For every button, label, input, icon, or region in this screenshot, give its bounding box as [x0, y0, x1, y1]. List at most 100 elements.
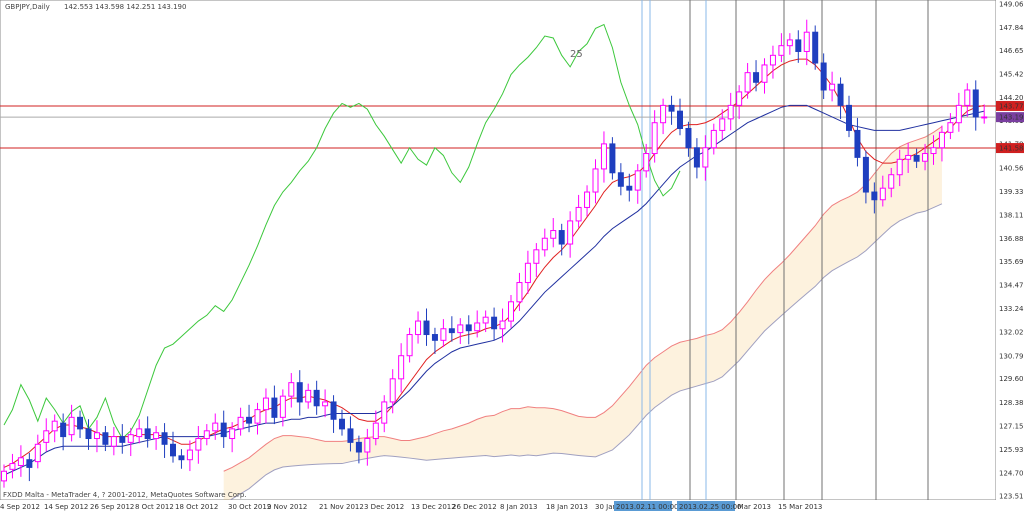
candle — [668, 95, 675, 125]
candle — [820, 53, 827, 100]
time-tick-label: 8 Jan 2013 — [500, 503, 538, 511]
horizontal-lines — [0, 105, 996, 149]
candle — [330, 395, 337, 433]
candle-body — [769, 54, 776, 66]
candle — [212, 413, 219, 440]
candle-body — [271, 397, 278, 418]
candle — [195, 426, 202, 464]
candle-body — [938, 131, 945, 149]
candle-body — [693, 147, 700, 168]
candle — [761, 58, 768, 94]
candle-body — [964, 89, 971, 106]
candle-body — [685, 127, 692, 149]
candle-body — [854, 129, 861, 158]
candle — [693, 138, 700, 179]
price-label-bg — [996, 112, 1024, 123]
candle-body — [440, 328, 447, 341]
candle-body — [110, 436, 117, 447]
candle-body — [9, 463, 16, 470]
candle-body — [677, 110, 683, 129]
candle-body — [567, 220, 574, 245]
candle — [634, 164, 641, 204]
candle — [922, 143, 929, 171]
candle-body — [381, 401, 388, 424]
candle — [296, 370, 303, 416]
candle-body — [516, 282, 523, 303]
candle-body — [541, 237, 548, 251]
candle-body — [913, 154, 920, 162]
candle — [110, 426, 117, 456]
candle — [643, 143, 650, 178]
candle — [879, 175, 886, 207]
candle-body — [592, 168, 599, 193]
candle-body — [634, 170, 641, 191]
candle — [102, 426, 109, 452]
candle-body — [871, 191, 878, 201]
candle-body — [668, 104, 675, 112]
price-tick-label: 130.795 — [999, 352, 1024, 360]
time-tick-label: 18 Oct 2012 — [175, 503, 218, 511]
candle — [550, 218, 557, 248]
candle — [457, 318, 464, 344]
candle-body — [744, 72, 751, 93]
candle-body — [34, 443, 41, 463]
candle — [203, 424, 210, 446]
candle-body — [786, 39, 793, 47]
candle — [288, 373, 295, 408]
candle — [795, 30, 802, 63]
candle-body — [499, 320, 506, 330]
candle — [972, 80, 979, 131]
candle-body — [609, 143, 616, 174]
candle — [398, 343, 405, 393]
candle-body — [600, 143, 607, 170]
candle-body — [43, 430, 50, 443]
candle — [862, 150, 869, 204]
time-axis-bg — [0, 500, 996, 512]
candle — [372, 410, 379, 446]
price-tick-label: 149.065 — [999, 1, 1024, 9]
candle — [144, 416, 151, 448]
candle-body — [186, 449, 193, 461]
candle — [499, 308, 506, 343]
candle-body — [431, 334, 438, 341]
candle — [846, 95, 852, 138]
candle — [136, 419, 143, 444]
candle-body — [77, 416, 84, 430]
candle — [871, 182, 878, 214]
candle — [744, 63, 751, 99]
candle-body — [862, 156, 869, 193]
candle — [753, 60, 760, 92]
time-tick-label: 9 Nov 2012 — [267, 503, 307, 511]
time-tick-label: 15 Mar 2013 — [778, 503, 822, 511]
price-tick-label: 147.840 — [999, 24, 1024, 32]
candle-body — [406, 334, 413, 357]
candle-body — [719, 118, 726, 131]
candles — [1, 19, 988, 488]
time-highlight-bg — [614, 501, 672, 511]
candle-body — [829, 83, 836, 91]
candle — [558, 223, 565, 256]
candle-body — [161, 432, 168, 445]
candle-body — [584, 191, 591, 208]
candle — [431, 327, 438, 354]
candle — [43, 418, 50, 452]
time-tick-label: 8 Oct 2012 — [135, 503, 174, 511]
candle — [938, 125, 945, 162]
cloud-fill — [223, 126, 942, 504]
time-axis: 4 Sep 2012 14 Sep 2012 26 Sep 2012 8 Oct 20… — [0, 500, 996, 512]
candle-body — [102, 432, 109, 445]
candle-body — [465, 324, 472, 332]
candle — [533, 243, 540, 277]
candle — [347, 416, 354, 452]
time-tick-label: 21 Nov 2012 — [319, 503, 364, 511]
candle — [617, 163, 624, 196]
candle — [305, 383, 312, 409]
candle-body — [482, 316, 489, 324]
candle — [829, 71, 836, 102]
candle — [313, 380, 320, 415]
footer-copyright: FXDD Malta - MetaTrader 4, ? 2001-2012, … — [3, 491, 247, 499]
candle — [406, 327, 413, 363]
candle-body — [947, 122, 954, 133]
candle-body — [710, 129, 717, 149]
